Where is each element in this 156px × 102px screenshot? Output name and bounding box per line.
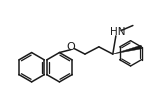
Polygon shape: [113, 45, 142, 54]
Text: O: O: [67, 42, 75, 52]
Text: HN: HN: [110, 27, 126, 37]
